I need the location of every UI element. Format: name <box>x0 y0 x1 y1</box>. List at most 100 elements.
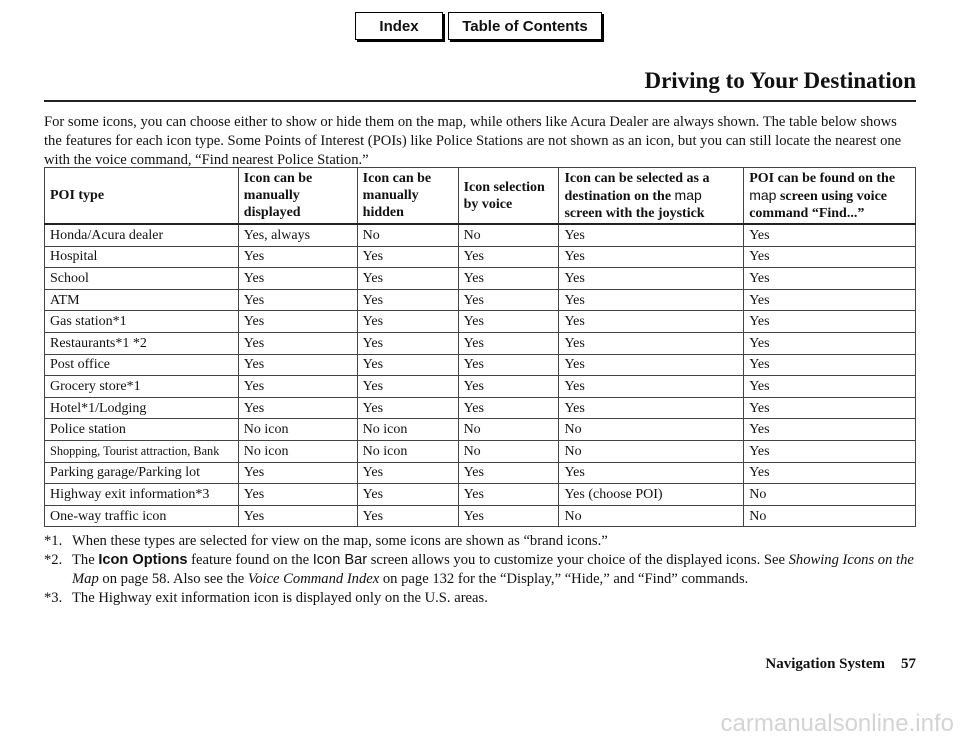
table-cell: No icon <box>237 418 358 441</box>
table-row: Hotel*1/Lodging Yes Yes Yes Yes Yes <box>44 396 916 420</box>
table-cell: Yes <box>743 396 916 420</box>
table-cell: Yes <box>356 375 459 398</box>
footnote-mark: *2. <box>44 552 63 568</box>
table-cell: Yes (choose POI) <box>558 483 745 506</box>
table-cell: No icon <box>356 418 459 441</box>
table-cell: Yes <box>356 245 459 269</box>
link-voice-command-index[interactable]: Voice Command Index <box>247 571 380 587</box>
link-showing-icons[interactable]: Showing Icons on the Map <box>72 552 914 587</box>
table-cell: Yes <box>237 375 358 398</box>
table-cell: Yes <box>237 331 358 355</box>
table-cell: No <box>457 223 560 247</box>
page-title: Driving to Your Destination <box>644 68 916 93</box>
poi-type-cell: Police station <box>44 418 239 441</box>
table-row: One-way traffic icon Yes Yes Yes No No <box>44 504 916 528</box>
page-footer: Navigation System 57 <box>765 656 916 673</box>
table-cell: Yes <box>237 245 358 269</box>
table-cell: Yes <box>743 331 916 355</box>
header-selection-by-voice: Icon selection by voice <box>457 167 560 225</box>
table-cell: Yes <box>237 504 358 528</box>
table-row: Restaurants*1 *2 Yes Yes Yes Yes Yes <box>44 331 916 355</box>
header-voice-find: POI can be found on the map screen using… <box>743 167 916 225</box>
table-header-row: POI type Icon can be manually displayed … <box>44 167 916 225</box>
header-manually-hidden: Icon can be manually hidden <box>356 167 459 225</box>
table-cell: Yes <box>237 288 358 312</box>
watermark: carmanualsonline.info <box>720 710 954 737</box>
poi-type-cell: Parking garage/Parking lot <box>44 461 239 485</box>
table-cell: Yes <box>743 223 916 247</box>
poi-type-cell: Restaurants*1 *2 <box>44 331 239 355</box>
table-cell: Yes <box>356 288 459 312</box>
poi-type-cell: Grocery store*1 <box>44 375 239 398</box>
poi-type-cell: Post office <box>44 353 239 377</box>
table-cell: Yes <box>743 418 916 441</box>
table-cell: No <box>558 418 745 441</box>
table-of-contents-button[interactable]: Table of Contents <box>448 12 602 40</box>
table-row: Honda/Acura dealer Yes, always No No Yes Yes <box>44 223 916 247</box>
table-cell: Yes <box>743 353 916 377</box>
table-cell: Yes <box>457 288 560 312</box>
poi-type-cell: Hospital <box>44 245 239 269</box>
header-destination-joystick: Icon can be selected as a destination on… <box>558 167 745 225</box>
table-cell: Yes <box>356 267 459 290</box>
table-cell: Yes <box>457 310 560 333</box>
table-row: Hospital Yes Yes Yes Yes Yes <box>44 245 916 269</box>
table-cell: Yes <box>457 461 560 485</box>
header-manually-displayed: Icon can be manually displayed <box>237 167 358 225</box>
poi-type-cell: Hotel*1/Lodging <box>44 396 239 420</box>
table-cell: Yes <box>743 461 916 485</box>
table-cell: No <box>558 504 745 528</box>
poi-type-cell: ATM <box>44 288 239 312</box>
table-cell: Yes <box>457 396 560 420</box>
table-cell: Yes <box>356 504 459 528</box>
table-body: Honda/Acura dealer Yes, always No No Yes Yes H… <box>44 223 916 528</box>
table-cell: No <box>743 483 916 506</box>
table-cell: Yes <box>237 353 358 377</box>
icon-bar-term: Icon Bar <box>312 552 368 568</box>
table-cell: Yes <box>558 223 745 247</box>
table-cell: Yes <box>457 245 560 269</box>
footnote-2: *2. The Icon Options feature found on th… <box>44 551 916 589</box>
table-cell: Yes <box>743 288 916 312</box>
intro-paragraph: For some icons, you can choose either to… <box>44 114 902 168</box>
table-cell: Yes <box>743 267 916 290</box>
top-navigation: Index Table of Contents <box>355 12 602 40</box>
table-cell: Yes <box>457 267 560 290</box>
table-cell: Yes <box>237 483 358 506</box>
table-cell: No icon <box>237 439 358 463</box>
table-cell: Yes <box>356 353 459 377</box>
table-row: Shopping, Tourist attraction, Bank No ico… <box>44 439 916 463</box>
footnote-mark: *3. <box>44 590 63 606</box>
index-button[interactable]: Index <box>355 12 443 40</box>
footnote-text: When these types are selected for view o… <box>72 533 608 549</box>
table-cell: Yes <box>356 331 459 355</box>
header-poi-type: POI type <box>44 167 239 225</box>
poi-type-cell: Shopping, Tourist attraction, Bank <box>44 439 239 463</box>
table-cell: Yes, always <box>237 223 358 247</box>
table-cell: Yes <box>743 245 916 269</box>
table-cell: Yes <box>558 375 745 398</box>
table-cell: Yes <box>457 353 560 377</box>
table-cell: Yes <box>558 396 745 420</box>
table-row: Grocery store*1 Yes Yes Yes Yes Yes <box>44 375 916 398</box>
footnote-text: The Icon Options feature found on the Ic… <box>72 552 914 587</box>
table-cell: Yes <box>743 310 916 333</box>
icon-options-term: Icon Options <box>98 552 188 568</box>
table-cell: No icon <box>356 439 459 463</box>
table-row: ATM Yes Yes Yes Yes Yes <box>44 288 916 312</box>
footnote-mark: *1. <box>44 533 63 549</box>
table-row: School Yes Yes Yes Yes Yes <box>44 267 916 290</box>
table-row: Police station No icon No icon No No Yes <box>44 418 916 441</box>
table-row: Gas station*1 Yes Yes Yes Yes Yes <box>44 310 916 333</box>
table-cell: Yes <box>558 288 745 312</box>
footer-section: Navigation System <box>765 656 885 672</box>
table-cell: No <box>457 418 560 441</box>
table-row: Parking garage/Parking lot Yes Yes Yes Yes Ye… <box>44 461 916 485</box>
table-cell: Yes <box>457 483 560 506</box>
table-cell: Yes <box>558 267 745 290</box>
table-cell: Yes <box>356 483 459 506</box>
table-cell: Yes <box>237 461 358 485</box>
table-cell: Yes <box>558 245 745 269</box>
table-cell: No <box>558 439 745 463</box>
table-row: Highway exit information*3 Yes Yes Yes Yes (… <box>44 483 916 506</box>
